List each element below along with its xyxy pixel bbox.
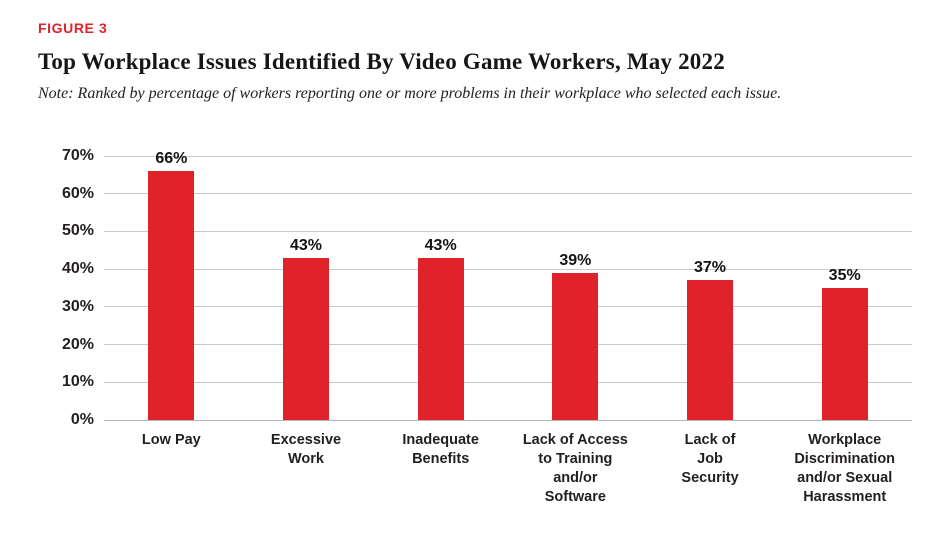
bar-value-label: 43% [289, 236, 323, 254]
x-axis-labels: Low Pay Excessive Work Inadequate Benefits… [104, 431, 912, 506]
bar-lack-of-access-to-training-and-or-software [552, 272, 599, 420]
plot-wrap: 66% 43% 43% 39% 37% 35% Low Pay Excessive Work… [104, 134, 912, 506]
y-tick-label: 70% [61, 147, 94, 164]
bar-cell: 66% [104, 150, 239, 420]
gridline [104, 419, 912, 421]
y-tick-label: 40% [61, 260, 94, 278]
gridline [104, 381, 912, 383]
bar-cell: 35% [777, 267, 912, 420]
chart-title: Top Workplace Issues Identified By Video… [38, 49, 725, 74]
x-axis-label: Workplace Discrimination and/or Sexual H… [794, 432, 896, 505]
gridline [104, 193, 912, 195]
bar-cell: 37% [643, 259, 778, 420]
x-axis-label: Excessive Work [270, 432, 342, 467]
bar-cell: 39% [508, 252, 643, 420]
y-tick-label: 60% [61, 184, 94, 202]
y-tick-label: 10% [61, 373, 94, 391]
x-axis-label: Lack of Access to Training and/or Softwa… [522, 432, 628, 505]
bar-chart: 0% 10% 20% 30% 40% 50% 60% 70% 66% 43% 43% 39% 37% 3… [38, 134, 912, 506]
bar-inadequate-benefits [417, 257, 464, 420]
bar-workplace-discrimination-and-or-sexual-harassment [821, 288, 868, 420]
gridline [104, 306, 912, 308]
figure: FIGURE 3 Top Workplace Issues Identified… [38, 20, 912, 506]
figure-label: FIGURE 3 [38, 20, 108, 36]
bar-value-label: 39% [559, 251, 592, 269]
bar-cell: 43% [239, 237, 374, 420]
x-axis-label: Low Pay [141, 432, 201, 448]
gridline [104, 344, 912, 346]
x-axis-label: Lack of Job Security [681, 432, 739, 486]
gridline [104, 155, 912, 157]
gridline [104, 268, 912, 270]
y-tick-label: 50% [61, 222, 94, 240]
y-tick-label: 0% [70, 411, 94, 428]
x-axis-label: Inadequate Benefits [402, 432, 479, 467]
bar-value-label: 37% [694, 259, 727, 277]
y-tick-label: 30% [61, 297, 94, 315]
y-axis: 0% 10% 20% 30% 40% 50% 60% 70% [46, 147, 104, 428]
bar-value-label: 43% [424, 236, 457, 254]
bar-value-label: 66% [155, 150, 188, 168]
y-tick-label: 20% [61, 335, 94, 353]
bar-excessive-work [283, 257, 329, 420]
bar-lack-of-job-security [687, 280, 734, 420]
bar-value-label: 35% [828, 267, 861, 284]
bar-cell: 43% [373, 237, 508, 420]
bars-row: 66% 43% 43% 39% 37% 35% [104, 134, 912, 420]
bar-low-pay [148, 171, 195, 420]
plot-area: 66% 43% 43% 39% 37% 35% [104, 150, 912, 421]
gridline [104, 230, 912, 232]
chart-note: Note: Ranked by percentage of workers re… [38, 85, 782, 102]
